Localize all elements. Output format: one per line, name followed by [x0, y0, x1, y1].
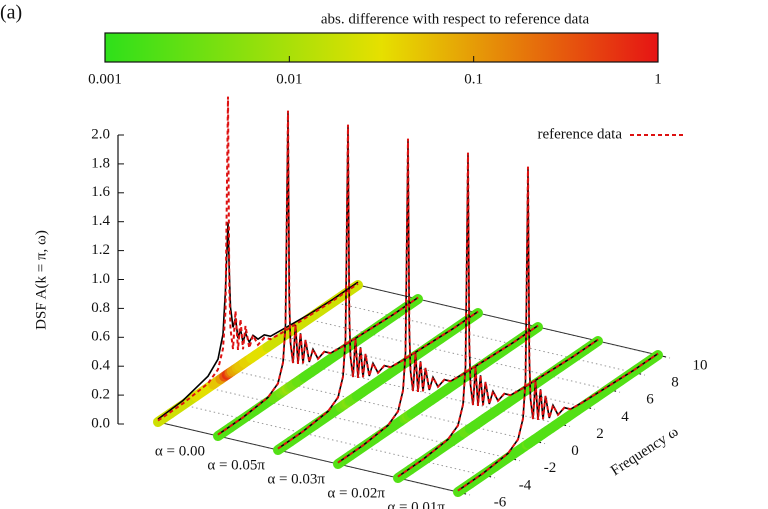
error-band	[435, 316, 471, 344]
y-axis-label: DSF A(k = π, ω)	[33, 230, 49, 330]
depth-label: α = 0.01π	[387, 499, 445, 509]
y-tick-label: 1.2	[91, 242, 110, 258]
x-tick-label: -2	[544, 460, 557, 476]
y-tick-label: 2.0	[91, 126, 110, 142]
y-tick-label: 0.8	[91, 300, 110, 316]
depth-label: α = 0.03π	[267, 471, 325, 487]
error-band	[470, 347, 506, 375]
y-tick-label: 1.8	[91, 155, 110, 171]
floor-edge	[157, 421, 459, 493]
x-tick-label: -4	[519, 477, 532, 493]
x-tick-label: -6	[494, 494, 507, 509]
y-tick-label: 0.4	[91, 358, 110, 374]
error-band	[165, 391, 201, 419]
error-band	[375, 302, 411, 330]
colorbar-tick-label: 0.01	[276, 71, 302, 87]
depth-label: α = 0.00	[155, 443, 205, 459]
x-tick-label: 0	[571, 443, 579, 459]
y-tick-label: 0.0	[91, 415, 110, 431]
y-tick-label: 1.0	[91, 271, 110, 287]
y-tick-label: 1.6	[91, 184, 110, 200]
reference-curve	[157, 96, 359, 422]
colorbar	[104, 32, 659, 63]
dsf-curve	[157, 222, 359, 420]
colorbar-title: abs. difference with respect to referenc…	[321, 11, 590, 27]
dsf-curve	[217, 113, 419, 436]
dsf-curve	[337, 140, 539, 464]
colorbar-tick-label: 0.1	[464, 71, 483, 87]
reference-curve	[337, 138, 539, 464]
error-band	[615, 358, 651, 386]
error-band	[350, 319, 386, 347]
reference-curve	[217, 110, 419, 436]
reference-curve	[457, 166, 659, 492]
x-tick-label: 10	[693, 357, 708, 373]
y-tick-label: 0.2	[91, 387, 110, 403]
error-band	[465, 461, 501, 489]
y-tick-label: 0.6	[91, 329, 110, 345]
error-band	[555, 344, 591, 372]
error-band	[460, 308, 483, 327]
error-band	[405, 447, 441, 475]
reference-curve	[397, 152, 599, 478]
error-band	[410, 333, 446, 361]
error-band	[315, 288, 351, 316]
error-band	[345, 433, 381, 461]
depth-label: α = 0.02π	[327, 485, 385, 501]
reference-curve	[277, 124, 479, 450]
error-band	[290, 305, 326, 333]
x-tick-label: 6	[646, 392, 654, 408]
legend-label: reference data	[537, 126, 622, 142]
x-tick-label: 2	[596, 426, 604, 442]
error-band	[340, 280, 363, 299]
x-tick-label: 4	[621, 409, 629, 425]
depth-label: α = 0.05π	[207, 457, 265, 473]
error-band	[225, 405, 261, 433]
error-band	[580, 336, 603, 355]
error-band	[530, 361, 566, 389]
panel-label: (a)	[0, 2, 22, 24]
error-band	[640, 350, 663, 369]
error-band	[520, 322, 543, 341]
floor-edge	[357, 284, 659, 356]
error-band	[400, 294, 423, 313]
x-axis-label: Frequency ω	[608, 424, 681, 479]
error-band	[495, 330, 531, 358]
dsf-curve	[277, 126, 479, 450]
error-band	[590, 375, 626, 403]
dsf-curve	[397, 155, 599, 478]
dsf-curve	[457, 169, 659, 492]
y-tick-label: 1.4	[91, 213, 110, 229]
colorbar-tick-label: 0.001	[88, 71, 122, 87]
colorbar-tick-label: 1	[654, 71, 662, 87]
x-tick-label: 8	[671, 375, 679, 391]
error-band	[285, 419, 321, 447]
